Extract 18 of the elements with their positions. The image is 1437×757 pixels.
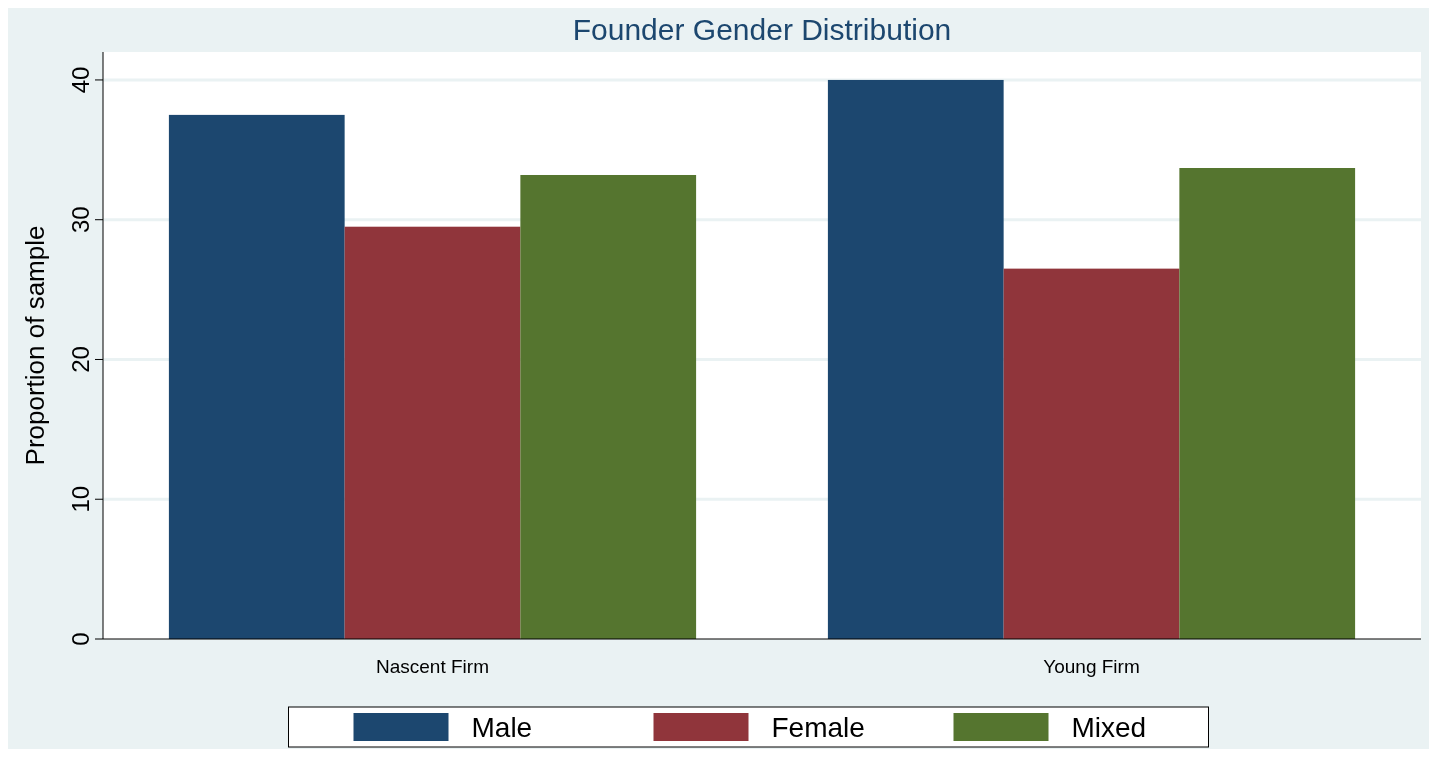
- bar: [168, 114, 345, 639]
- bar: [827, 79, 1004, 639]
- y-tick-label: 30: [67, 206, 94, 234]
- bar: [1179, 168, 1356, 639]
- y-tick-label: 40: [67, 66, 94, 94]
- legend-label: Male: [471, 712, 533, 743]
- y-tick-label: 10: [67, 485, 94, 513]
- y-tick-label: 0: [67, 632, 94, 646]
- legend-label: Female: [771, 712, 865, 743]
- bar: [1003, 268, 1180, 639]
- x-tick-label: Nascent Firm: [376, 656, 489, 677]
- bar: [520, 174, 697, 639]
- legend-label: Mixed: [1071, 712, 1147, 743]
- y-axis-title: Proportion of sample: [20, 225, 50, 466]
- chart-title: Founder Gender Distribution: [572, 13, 952, 46]
- bar: [344, 226, 521, 639]
- y-tick-label: 20: [67, 346, 94, 373]
- x-tick-label: Young Firm: [1043, 656, 1140, 677]
